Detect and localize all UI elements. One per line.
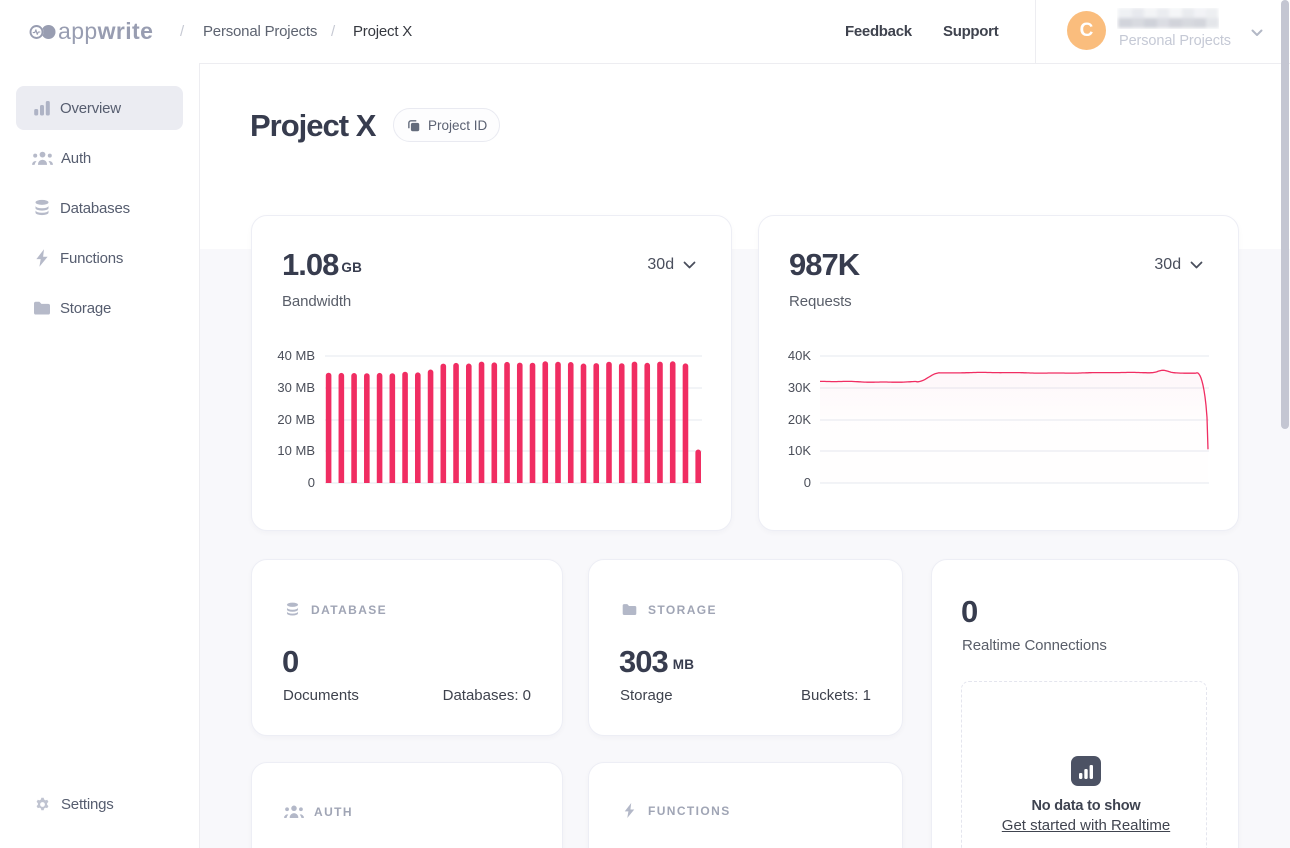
svg-text:20K: 20K: [788, 412, 811, 427]
svg-text:0: 0: [308, 475, 315, 490]
svg-text:40 MB: 40 MB: [277, 348, 315, 363]
svg-text:10K: 10K: [788, 443, 811, 458]
svg-text:20 MB: 20 MB: [277, 412, 315, 427]
svg-text:40K: 40K: [788, 348, 811, 363]
svg-text:30K: 30K: [788, 380, 811, 395]
svg-text:10 MB: 10 MB: [277, 443, 315, 458]
svg-text:30 MB: 30 MB: [277, 380, 315, 395]
svg-text:0: 0: [804, 475, 811, 490]
